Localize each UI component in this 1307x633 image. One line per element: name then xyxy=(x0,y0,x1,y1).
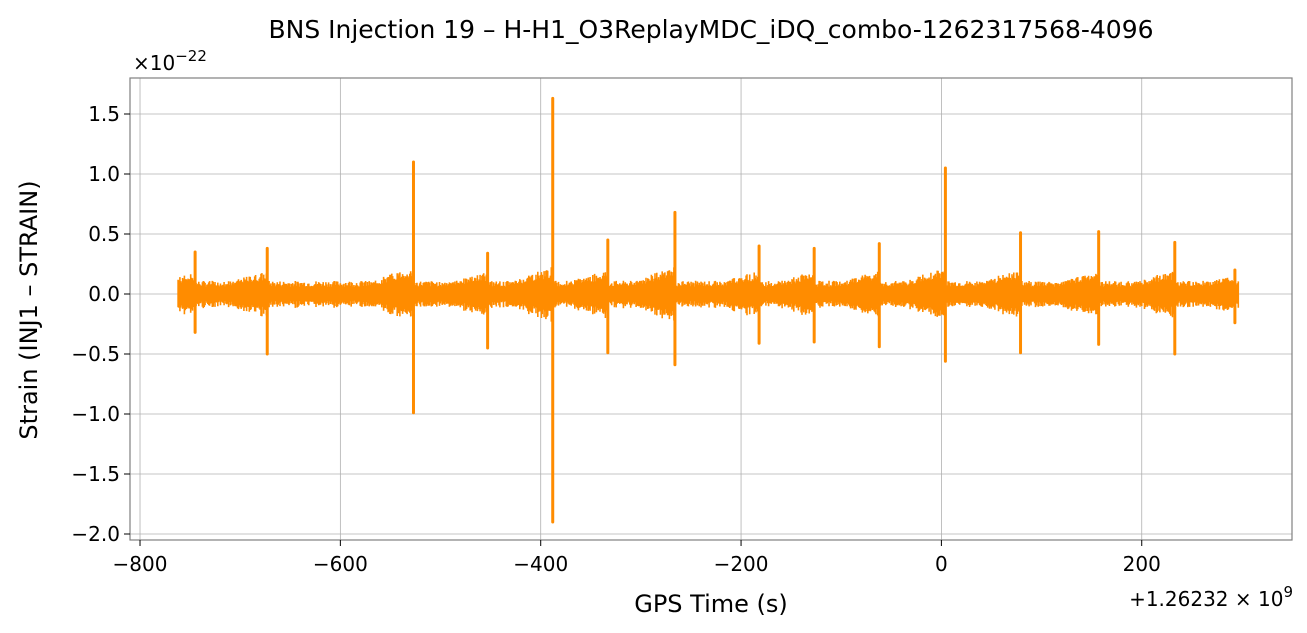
x-axis-title: GPS Time (s) xyxy=(634,590,788,618)
y-tick-label: 1.5 xyxy=(88,102,120,126)
y-tick-label: 0.5 xyxy=(88,222,120,246)
y-axis: −2.0 −1.5 −1.0 −0.5 0.0 0.5 1.0 1.5 xyxy=(71,102,130,546)
x-tick-label: −200 xyxy=(714,552,769,576)
x-offset-base: +1.26232 × 10 xyxy=(1129,587,1283,611)
strain-series xyxy=(177,96,1240,524)
x-tick-label: −800 xyxy=(113,552,168,576)
y-tick-label: −2.0 xyxy=(71,522,120,546)
y-scale-base: ×10 xyxy=(133,51,175,75)
y-tick-label: 1.0 xyxy=(88,162,120,186)
x-axis: −800 −600 −400 −200 0 200 xyxy=(113,540,1161,576)
y-tick-label: −0.5 xyxy=(71,342,120,366)
x-tick-label: −600 xyxy=(313,552,368,576)
grid xyxy=(130,78,1292,540)
plot-frame xyxy=(129,77,1293,541)
x-offset-label: +1.26232 × 109 xyxy=(1129,583,1293,611)
y-scale-factor: ×10−22 xyxy=(133,47,207,75)
y-axis-title: Strain (INJ1 – STRAIN) xyxy=(15,180,43,439)
chart-title: BNS Injection 19 – H-H1_O3ReplayMDC_iDQ_… xyxy=(268,15,1153,44)
x-tick-label: −400 xyxy=(513,552,568,576)
y-scale-exponent: −22 xyxy=(175,47,207,65)
y-tick-label: 0.0 xyxy=(88,282,120,306)
y-tick-label: −1.0 xyxy=(71,402,120,426)
y-tick-label: −1.5 xyxy=(71,462,120,486)
x-tick-label: 0 xyxy=(935,552,948,576)
x-tick-label: 200 xyxy=(1123,552,1161,576)
x-offset-exponent: 9 xyxy=(1283,583,1293,601)
strain-envelope xyxy=(177,267,1240,323)
